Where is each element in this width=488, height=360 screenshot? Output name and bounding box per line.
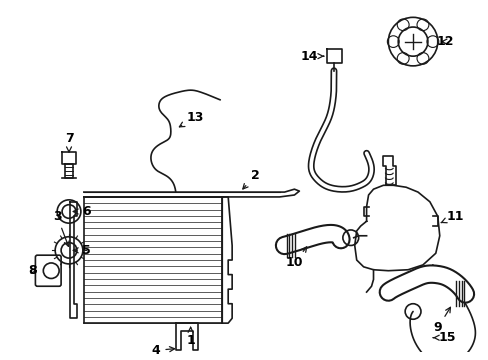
Text: 11: 11 [440,210,464,223]
Text: 5: 5 [73,244,91,257]
Text: 14: 14 [300,50,323,63]
Text: 12: 12 [436,35,453,48]
Text: 13: 13 [179,111,204,127]
Text: 9: 9 [432,307,449,334]
Text: 10: 10 [285,247,306,269]
Text: 3: 3 [53,210,69,247]
Text: 8: 8 [28,264,37,277]
Text: 7: 7 [64,132,73,152]
Text: 4: 4 [151,344,174,357]
Text: 15: 15 [432,331,455,344]
Text: 6: 6 [73,205,91,218]
Text: 1: 1 [186,327,195,347]
Text: 2: 2 [243,169,259,189]
